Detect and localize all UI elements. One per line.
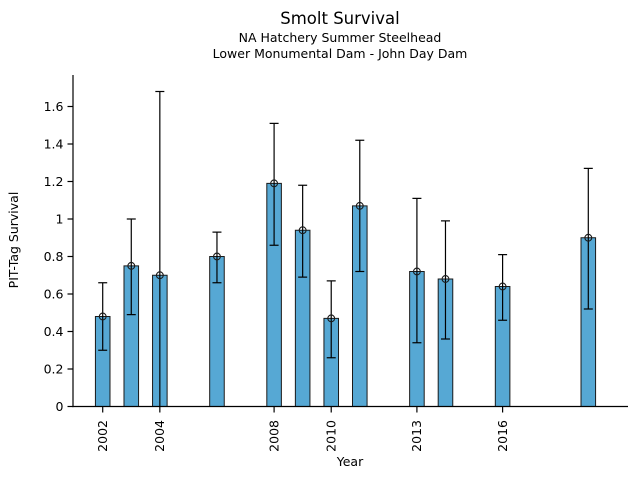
point-marker-2009: [298, 226, 307, 235]
point-marker-2019: [584, 233, 593, 242]
x-tick-label: 2016: [495, 420, 510, 452]
x-tick-label: 2008: [266, 420, 281, 452]
point-marker-2003: [127, 261, 136, 270]
y-tick-label: 0.2: [44, 361, 64, 376]
point-marker-2004: [155, 271, 164, 280]
y-tick-label: 1.4: [44, 136, 64, 151]
y-tick-label: 0.4: [44, 324, 64, 339]
point-marker-2010: [327, 314, 336, 323]
x-tick-label: 2010: [324, 420, 339, 452]
chart-title: Smolt Survival: [280, 9, 400, 28]
chart-subtitle-line2: Lower Monumental Dam - John Day Dam: [212, 46, 468, 61]
x-tick-label: 2013: [409, 420, 424, 452]
y-axis-label: PIT-Tag Survival: [6, 191, 21, 289]
point-marker-2008: [270, 179, 279, 188]
point-marker-2011: [355, 201, 364, 210]
point-marker-2002: [98, 312, 107, 321]
x-tick-label: 2004: [152, 420, 167, 452]
y-tick-label: 1.2: [44, 174, 64, 189]
y-tick-label: 0.6: [44, 286, 64, 301]
y-tick-label: 0: [56, 399, 64, 414]
y-tick-label: 1: [56, 211, 64, 226]
x-tick-label: 2002: [95, 420, 110, 452]
y-tick-label: 0.8: [44, 249, 64, 264]
point-marker-2016: [498, 282, 507, 291]
chart-subtitle-line1: NA Hatchery Summer Steelhead: [238, 30, 442, 45]
y-tick-label: 1.6: [44, 99, 64, 114]
x-axis-label: Year: [336, 454, 364, 469]
point-marker-2006: [213, 252, 221, 261]
point-marker-2014: [441, 275, 450, 283]
point-marker-2013: [412, 267, 421, 276]
